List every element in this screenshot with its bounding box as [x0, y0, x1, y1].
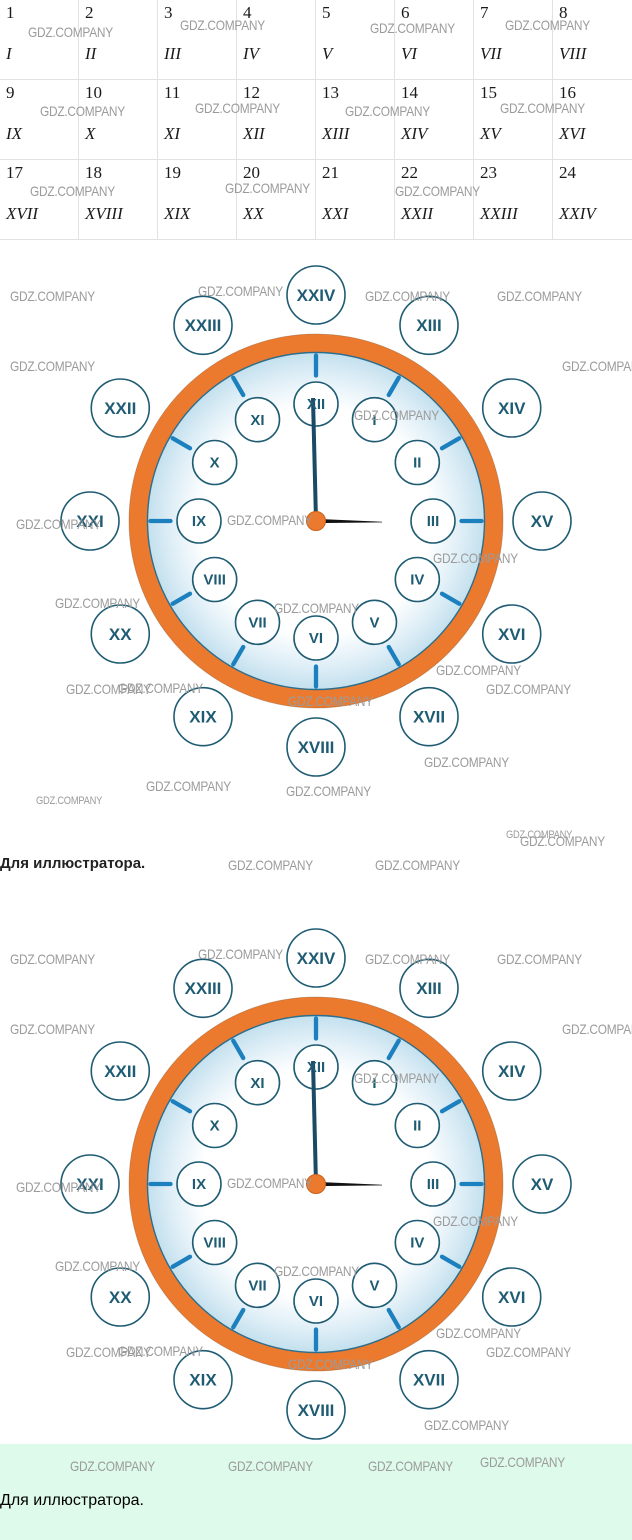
svg-text:XVII: XVII	[413, 1371, 445, 1390]
svg-text:XIII: XIII	[416, 316, 442, 335]
svg-text:II: II	[413, 1118, 421, 1135]
svg-text:XXIV: XXIV	[297, 949, 336, 968]
svg-text:XI: XI	[250, 1075, 264, 1092]
svg-text:III: III	[427, 1176, 440, 1193]
svg-text:X: X	[210, 1118, 220, 1135]
svg-text:XX: XX	[109, 1288, 132, 1307]
svg-text:XII: XII	[307, 396, 325, 413]
svg-text:VII: VII	[248, 1277, 266, 1294]
svg-text:XIX: XIX	[189, 708, 217, 727]
svg-text:III: III	[427, 513, 440, 530]
svg-text:IX: IX	[192, 513, 206, 530]
svg-text:XIV: XIV	[498, 399, 526, 418]
svg-text:IX: IX	[192, 1176, 206, 1193]
svg-text:XII: XII	[307, 1059, 325, 1076]
svg-text:XV: XV	[531, 1175, 554, 1194]
svg-text:VII: VII	[248, 614, 266, 631]
svg-text:IV: IV	[410, 1235, 424, 1252]
svg-text:XI: XI	[250, 412, 264, 429]
svg-text:XV: XV	[531, 512, 554, 531]
svg-text:XXIII: XXIII	[185, 316, 222, 335]
svg-text:XVIII: XVIII	[298, 738, 335, 757]
svg-text:XX: XX	[109, 625, 132, 644]
svg-text:VI: VI	[309, 630, 323, 647]
svg-text:XIV: XIV	[498, 1062, 526, 1081]
svg-text:XXIV: XXIV	[297, 286, 336, 305]
svg-text:XXII: XXII	[104, 399, 136, 418]
svg-text:VIII: VIII	[203, 572, 226, 589]
svg-text:XVI: XVI	[498, 1288, 525, 1307]
svg-text:VIII: VIII	[203, 1235, 226, 1252]
svg-text:X: X	[210, 455, 220, 472]
svg-text:VI: VI	[309, 1293, 323, 1310]
svg-text:XVII: XVII	[413, 708, 445, 727]
svg-text:XVI: XVI	[498, 625, 525, 644]
svg-text:XIX: XIX	[189, 1371, 217, 1390]
svg-text:XXIII: XXIII	[185, 979, 222, 998]
svg-text:XXII: XXII	[104, 1062, 136, 1081]
svg-text:V: V	[369, 1277, 379, 1294]
svg-text:XIII: XIII	[416, 979, 442, 998]
svg-text:V: V	[369, 614, 379, 631]
svg-text:II: II	[413, 455, 421, 472]
svg-text:IV: IV	[410, 572, 424, 589]
svg-text:XVIII: XVIII	[298, 1401, 335, 1420]
